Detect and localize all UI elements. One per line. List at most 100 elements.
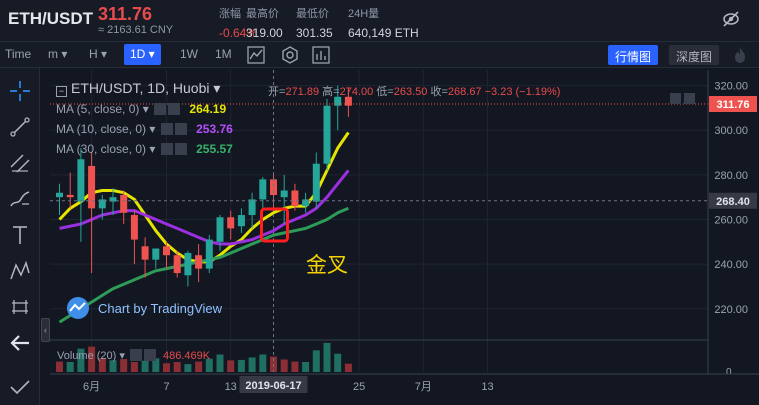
- candle: [56, 183, 63, 216]
- depth-view-button[interactable]: 深度图: [669, 45, 720, 65]
- candle: [130, 210, 138, 265]
- candle: [216, 215, 224, 251]
- volume-bar: [323, 342, 331, 372]
- candle: [302, 192, 310, 213]
- ma5-close-icon[interactable]: [168, 103, 181, 115]
- scale-log-button: [684, 93, 695, 104]
- chart-title-text: ETH/USDT, 1D, Huobi: [71, 80, 210, 96]
- interval-1w-button[interactable]: 1W: [180, 47, 198, 61]
- ma30-legend[interactable]: MA (30, close, 0) ▾ 255.57: [56, 142, 233, 156]
- candle: [195, 244, 203, 282]
- moving-averages: [58, 131, 350, 324]
- stat-low: 最低价 301.35: [296, 5, 333, 40]
- candle-body: [77, 159, 85, 202]
- ma5-legend[interactable]: MA (5, close, 0) ▾ 264.19: [56, 102, 227, 116]
- candle-body: [248, 199, 256, 216]
- candle-body: [205, 239, 213, 269]
- crosshair-icon[interactable]: [8, 79, 32, 103]
- chart-title[interactable]: − ETH/USDT, 1D, Huobi ▾: [56, 80, 220, 97]
- candle-body: [344, 96, 352, 106]
- price-tick-label: 320.00: [714, 81, 748, 93]
- candle-body: [237, 215, 245, 227]
- ma-line-2: [58, 206, 349, 324]
- volume-bar: [66, 362, 74, 372]
- ma10-close-icon[interactable]: [174, 123, 187, 135]
- candle: [120, 190, 128, 224]
- last-price-tag: 311.76: [716, 99, 749, 111]
- volume-label: Volume (20): [57, 350, 117, 362]
- ma30-settings-icon[interactable]: [160, 143, 173, 155]
- volume-bars: [56, 342, 352, 372]
- ma30-close-icon[interactable]: [174, 143, 187, 155]
- ma10-settings-icon[interactable]: [160, 123, 173, 135]
- interval-1m-button[interactable]: 1M: [215, 47, 232, 61]
- last-price-tag-bg: [709, 96, 757, 113]
- chart-type-icon[interactable]: [246, 45, 266, 65]
- candle: [259, 177, 267, 211]
- minute-label: m: [48, 47, 58, 61]
- tradingview-watermark[interactable]: Chart by TradingView: [64, 297, 222, 319]
- collapse-icon[interactable]: −: [56, 86, 67, 97]
- back-arrow-icon[interactable]: [8, 331, 32, 355]
- kline-view-button[interactable]: 行情图: [608, 45, 659, 65]
- cursor-date-tag: 2019-06-17: [245, 380, 301, 392]
- panel-collapse-handle[interactable]: ‹: [41, 318, 50, 342]
- pair-name[interactable]: ETH/USDT: [8, 9, 93, 28]
- volume-bar: [120, 359, 128, 372]
- candle: [312, 152, 320, 209]
- trend-line-icon[interactable]: [8, 115, 32, 139]
- candle-body: [195, 255, 203, 269]
- indicators-icon[interactable]: [311, 45, 331, 65]
- parallel-channel-icon[interactable]: [8, 151, 32, 175]
- last-price: 311.76: [98, 4, 153, 24]
- close-value: 268.67: [447, 86, 482, 98]
- ma10-legend[interactable]: MA (10, close, 0) ▾ 253.76: [56, 122, 233, 136]
- time-tick-label: 25: [353, 381, 365, 393]
- candle: [152, 248, 160, 269]
- candle-body: [323, 105, 331, 164]
- price-tick-label: 280.00: [714, 170, 748, 182]
- volume-bar: [259, 354, 267, 372]
- volume-bar: [152, 358, 160, 372]
- open-label: 开=: [268, 86, 286, 98]
- candle: [280, 174, 288, 224]
- hour-label: H: [89, 47, 98, 61]
- brush-icon[interactable]: [8, 187, 32, 211]
- interval-1d-button[interactable]: 1D ▾: [124, 44, 161, 65]
- stat-change-value: -0.64%: [219, 26, 258, 40]
- candle-body: [184, 252, 192, 276]
- candle-body: [98, 199, 106, 209]
- candle: [334, 85, 342, 131]
- time-tick-label: 7月: [415, 381, 432, 393]
- minute-interval-dropdown[interactable]: m ▾: [48, 47, 68, 61]
- candle: [109, 188, 117, 216]
- axes: 220.00 240.00 260.00 280.00 300.00 320.00 0 311…: [50, 70, 759, 405]
- volume-settings-icon[interactable]: [129, 349, 142, 361]
- cny-price: ≈ 2163.61 CNY: [98, 24, 174, 36]
- text-tool-icon[interactable]: [8, 223, 32, 247]
- measure-ruler-icon[interactable]: [8, 295, 32, 319]
- candle: [77, 148, 85, 242]
- volume-legend[interactable]: Volume (20) ▾ 486.469K: [57, 349, 211, 362]
- hide-chart-icon[interactable]: [721, 9, 741, 29]
- candle: [237, 208, 245, 233]
- ma30-value: 255.57: [196, 142, 233, 156]
- volume-close-icon[interactable]: [143, 349, 156, 361]
- volume-bar: [205, 358, 213, 372]
- time-label: Time: [5, 47, 32, 61]
- pattern-tool-icon[interactable]: [8, 259, 32, 283]
- flame-icon[interactable]: [732, 46, 748, 64]
- candle: [344, 87, 352, 117]
- candle-body: [259, 179, 267, 200]
- volume-bar: [248, 357, 256, 372]
- close-label: 收=: [430, 86, 448, 98]
- volume-bar: [312, 350, 320, 372]
- settings-icon[interactable]: [280, 45, 300, 65]
- hour-interval-dropdown[interactable]: H ▾: [89, 47, 108, 61]
- ma5-settings-icon[interactable]: [154, 103, 167, 115]
- candle: [88, 152, 96, 274]
- volume-bar: [56, 361, 63, 372]
- price-tick-label: 240.00: [714, 259, 748, 271]
- check-icon[interactable]: [8, 375, 32, 399]
